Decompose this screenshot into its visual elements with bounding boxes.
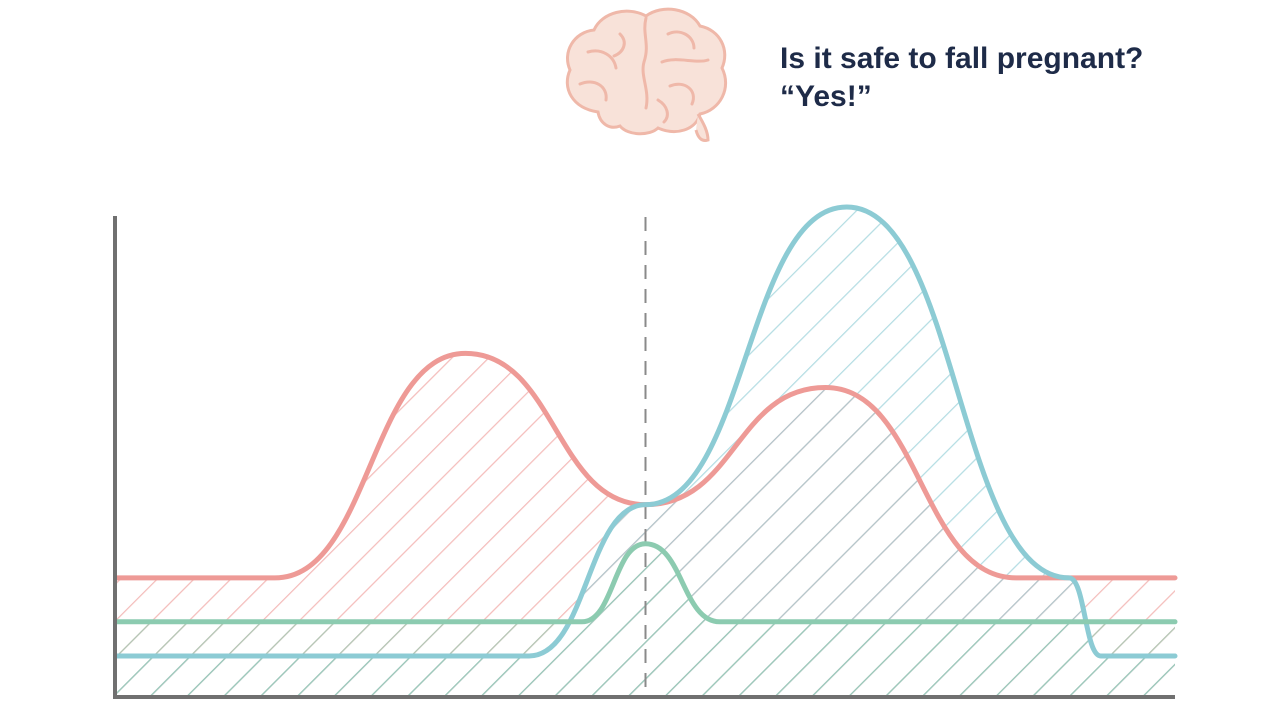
question-line: Is it safe to fall pregnant? bbox=[780, 42, 1144, 75]
series-2-area bbox=[116, 207, 1175, 695]
series-3-line bbox=[113, 541, 1178, 625]
answer-line: “Yes!” bbox=[780, 80, 872, 113]
brain-icon bbox=[565, 7, 728, 142]
question-text: Is it safe to fall pregnant? “Yes!” bbox=[780, 40, 1143, 116]
series-2-line bbox=[113, 204, 1178, 659]
